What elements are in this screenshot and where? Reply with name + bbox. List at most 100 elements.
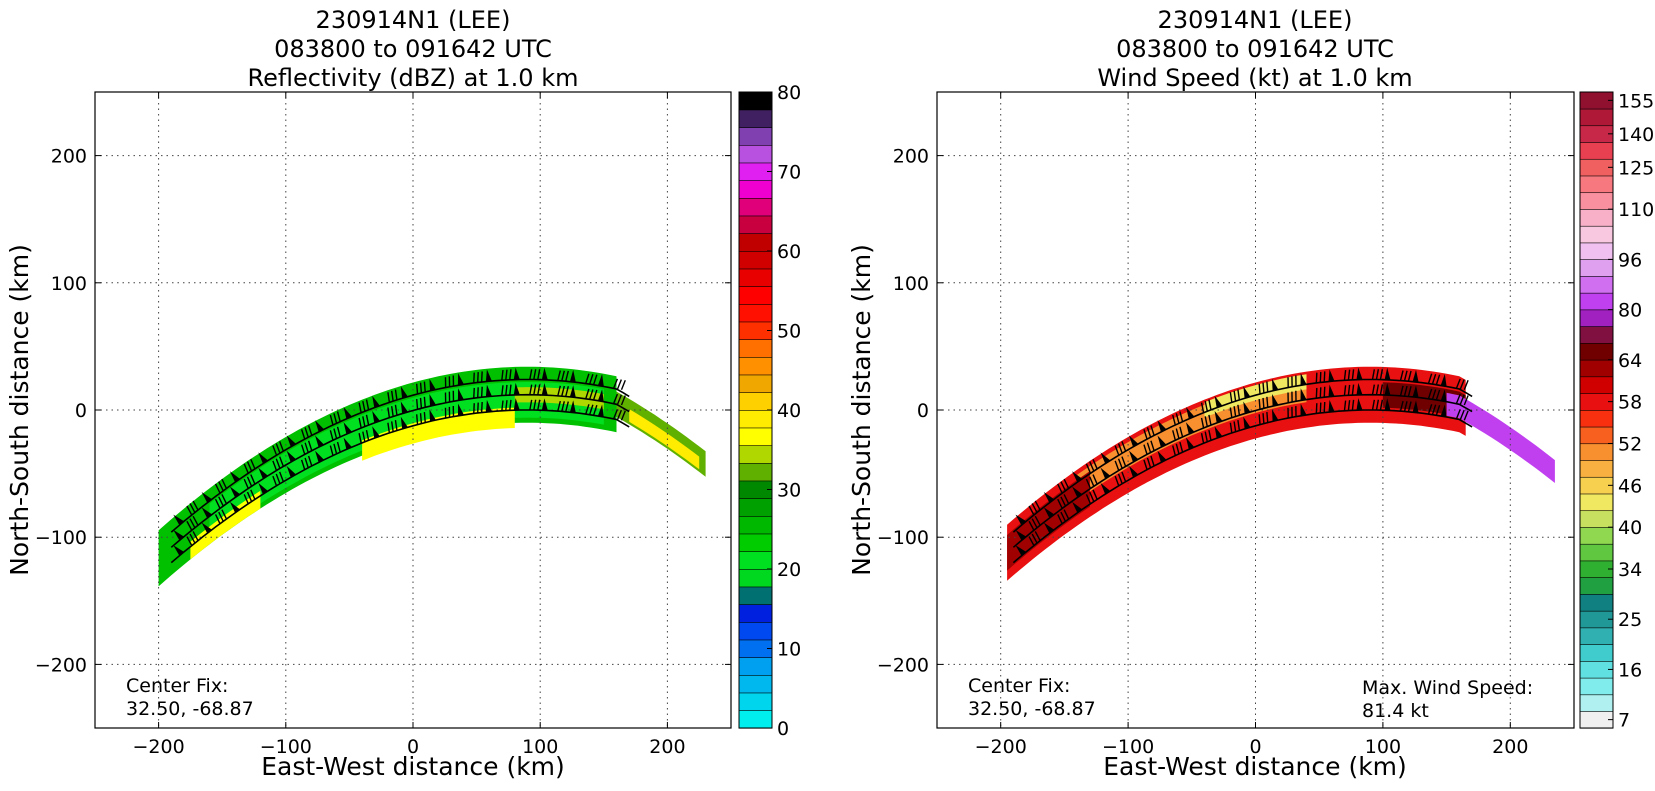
- colorbar-segment: [739, 127, 772, 145]
- wind-barb-feather: [1263, 413, 1264, 423]
- y-tick-label: −200: [35, 654, 87, 676]
- colorbar-segment: [739, 339, 772, 357]
- colorbar-tick-label: 96: [1618, 249, 1642, 271]
- wind-barb-feather: [417, 414, 418, 424]
- wind-barb-feather: [424, 397, 425, 407]
- colorbar-segment: [739, 534, 772, 552]
- colorbar-tick-label: 50: [777, 321, 801, 343]
- colorbar-tick-label: 25: [1618, 609, 1642, 631]
- wind-barb-feather: [424, 412, 425, 422]
- left-y-axis-label: North-South distance (km): [5, 244, 34, 576]
- wind-barb-feather: [421, 383, 422, 393]
- colorbar-tick-label: 110: [1618, 199, 1654, 221]
- left-panel: 230914N1 (LEE) 083800 to 091642 UTC Refl…: [5, 6, 801, 781]
- colorbar-segment: [1580, 192, 1613, 209]
- colorbar-segment: [739, 251, 772, 269]
- colorbar-segment: [739, 675, 772, 693]
- colorbar-segment: [739, 710, 772, 728]
- colorbar-segment: [739, 622, 772, 640]
- left-center-fix-value: 32.50, -68.87: [126, 698, 254, 720]
- wind-barb-feather: [417, 399, 418, 409]
- y-tick-label: −100: [35, 527, 87, 549]
- colorbar-segment: [1580, 209, 1613, 226]
- left-title-line-3: Reflectivity (dBZ) at 1.0 km: [248, 64, 579, 92]
- right-x-axis-label: East-West distance (km): [1103, 752, 1407, 781]
- colorbar-segment: [1580, 343, 1613, 360]
- right-y-axis-label: North-South distance (km): [847, 244, 876, 576]
- colorbar-tick-label: 0: [777, 718, 789, 740]
- colorbar-tick-label: 140: [1618, 124, 1654, 146]
- colorbar-segment: [1580, 443, 1613, 460]
- colorbar-segment: [739, 693, 772, 711]
- colorbar-segment: [1580, 293, 1613, 310]
- wind-barb-feather: [1259, 384, 1260, 394]
- colorbar-tick-label: 125: [1618, 157, 1654, 179]
- colorbar-tick-label: 70: [777, 162, 801, 184]
- colorbar-segment: [739, 110, 772, 128]
- wind-barb-feather: [1259, 399, 1260, 409]
- colorbar-segment: [1580, 527, 1613, 544]
- colorbar-segment: [1580, 695, 1613, 712]
- y-tick-label: 200: [893, 146, 929, 168]
- colorbar-tick-label: 46: [1618, 475, 1642, 497]
- colorbar-tick-label: 80: [1618, 300, 1642, 322]
- colorbar-segment: [1580, 243, 1613, 260]
- colorbar-segment: [1580, 494, 1613, 511]
- y-tick-label: 200: [51, 146, 87, 168]
- colorbar-segment: [1580, 644, 1613, 661]
- right-center-fix-value: 32.50, -68.87: [968, 698, 1096, 720]
- colorbar-segment: [739, 569, 772, 587]
- colorbar-segment: [739, 498, 772, 516]
- colorbar-segment: [1580, 410, 1613, 427]
- colorbar-segment: [1580, 310, 1613, 327]
- colorbar-segment: [739, 286, 772, 304]
- colorbar-segment: [1580, 142, 1613, 159]
- colorbar-tick-label: 10: [777, 639, 801, 661]
- colorbar-tick-label: 40: [1618, 517, 1642, 539]
- colorbar-tick-label: 30: [777, 480, 801, 502]
- colorbar-tick-label: 7: [1618, 710, 1630, 732]
- colorbar-segment: [1580, 326, 1613, 343]
- x-tick-label: 200: [649, 736, 685, 758]
- left-center-fix-label: Center Fix:: [126, 675, 228, 697]
- y-tick-label: 0: [917, 400, 929, 422]
- colorbar-segment: [1580, 678, 1613, 695]
- colorbar-segment: [1580, 377, 1613, 394]
- colorbar-tick-label: 64: [1618, 350, 1642, 372]
- colorbar-tick-label: 20: [777, 559, 801, 581]
- colorbar-segment: [739, 92, 772, 110]
- wind-barb-feather: [421, 413, 422, 423]
- colorbar-segment: [1580, 360, 1613, 377]
- right-panel: 230914N1 (LEE) 083800 to 091642 UTC Wind…: [847, 6, 1654, 781]
- colorbar-segment: [739, 233, 772, 251]
- colorbar-segment: [1580, 510, 1613, 527]
- colorbar-segment: [1580, 460, 1613, 477]
- wind-barb-feather: [1263, 398, 1264, 408]
- colorbar-segment: [1580, 544, 1613, 561]
- right-title-line-1: 230914N1 (LEE): [1158, 6, 1353, 34]
- wind-barb-feather: [618, 380, 622, 389]
- colorbar-segment: [1580, 109, 1613, 126]
- colorbar-segment: [739, 198, 772, 216]
- colorbar-segment: [739, 657, 772, 675]
- colorbar-segment: [739, 392, 772, 410]
- wind-barb-feather: [1267, 397, 1268, 407]
- colorbar-segment: [739, 145, 772, 163]
- colorbar-tick-label: 155: [1618, 90, 1654, 112]
- colorbar-segment: [739, 445, 772, 463]
- left-title-line-1: 230914N1 (LEE): [316, 6, 511, 34]
- wind-barb-feather: [1259, 414, 1260, 424]
- colorbar-segment: [1580, 276, 1613, 293]
- colorbar-tick-label: 34: [1618, 559, 1642, 581]
- colorbar-segment: [1580, 577, 1613, 594]
- max-wind-speed-value: 81.4 kt: [1362, 700, 1429, 722]
- right-title-line-2: 083800 to 091642 UTC: [1116, 35, 1394, 63]
- y-tick-label: 100: [51, 273, 87, 295]
- wind-barb-feather: [621, 380, 625, 389]
- right-title-line-3: Wind Speed (kt) at 1.0 km: [1097, 64, 1412, 92]
- colorbar-segment: [739, 216, 772, 234]
- colorbar-segment: [1580, 259, 1613, 276]
